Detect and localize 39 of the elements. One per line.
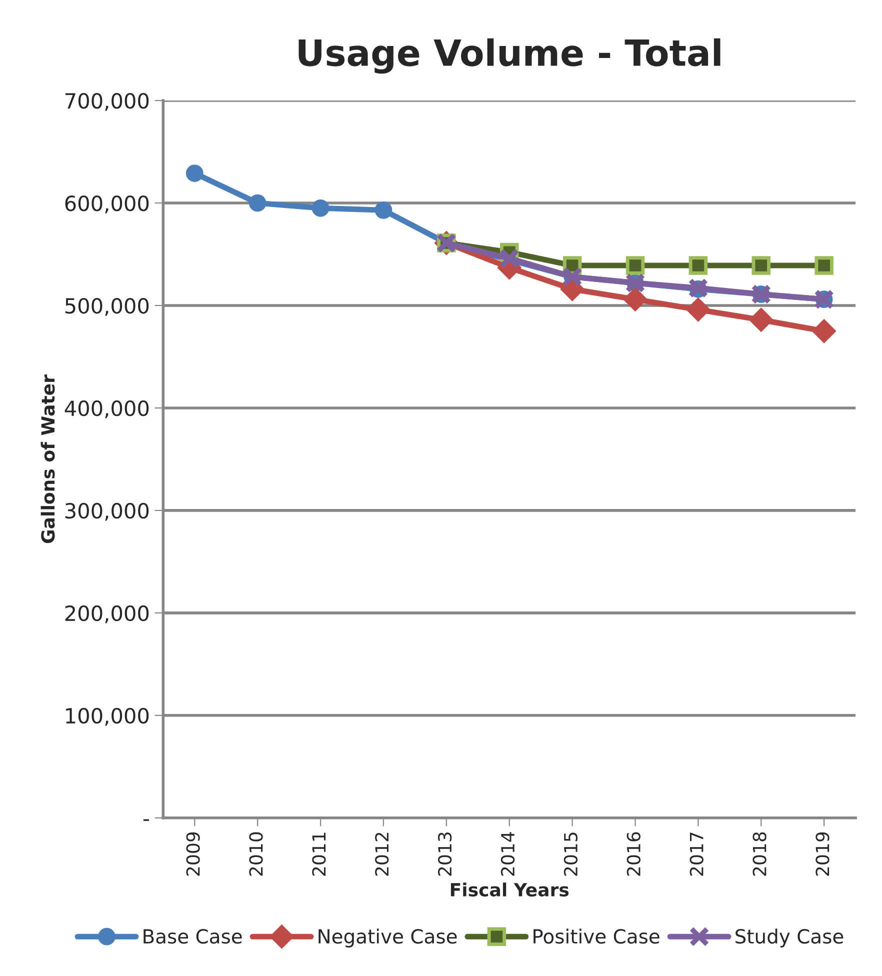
point	[688, 256, 708, 275]
point	[248, 194, 266, 212]
point	[749, 308, 773, 332]
y-tick-label: 300,000	[65, 502, 149, 521]
x-tick-label: 2017	[690, 832, 704, 876]
chart-title: Usage Volume - Total	[298, 38, 720, 74]
x-tick-label: 2010	[249, 832, 263, 876]
y-tick-label: 700,000	[66, 92, 149, 111]
y-tick-label: 600,000	[65, 195, 149, 214]
legend-label: Study Case	[736, 928, 844, 948]
x-tick-label: 2016	[626, 832, 640, 876]
y-axis-title: Gallons of Water	[40, 374, 55, 544]
y-tick-label: 400,000	[64, 400, 149, 418]
x-tick-label: 2018	[752, 832, 766, 876]
legend-label: Negative Case	[318, 928, 457, 948]
legend-label: Positive Case	[534, 928, 660, 944]
point	[312, 199, 330, 217]
x-tick-label: 2012	[375, 832, 389, 876]
x-tick-label: 2015	[564, 832, 578, 876]
point	[186, 164, 204, 182]
x-tick-label: 2009	[186, 832, 200, 876]
point	[623, 287, 648, 312]
x-tick-label: 2011	[312, 832, 326, 876]
point	[752, 256, 770, 275]
x-tick-label: 2014	[500, 832, 515, 876]
point	[374, 202, 392, 219]
x-tick-label: 2019	[816, 832, 830, 876]
x-axis-title: Fiscal Years	[450, 882, 569, 897]
y-tick-label: 200,000	[65, 605, 149, 624]
legend-label: Base Case	[144, 928, 242, 944]
y-tick-label: 100,000	[66, 708, 149, 726]
y-tick-label: 500,000	[65, 298, 149, 316]
point	[814, 256, 834, 275]
point	[812, 319, 836, 343]
y-tick-label: -	[143, 819, 149, 821]
x-tick-label: 2013	[438, 832, 452, 876]
point	[686, 298, 710, 322]
point	[499, 248, 520, 268]
point	[626, 256, 645, 275]
